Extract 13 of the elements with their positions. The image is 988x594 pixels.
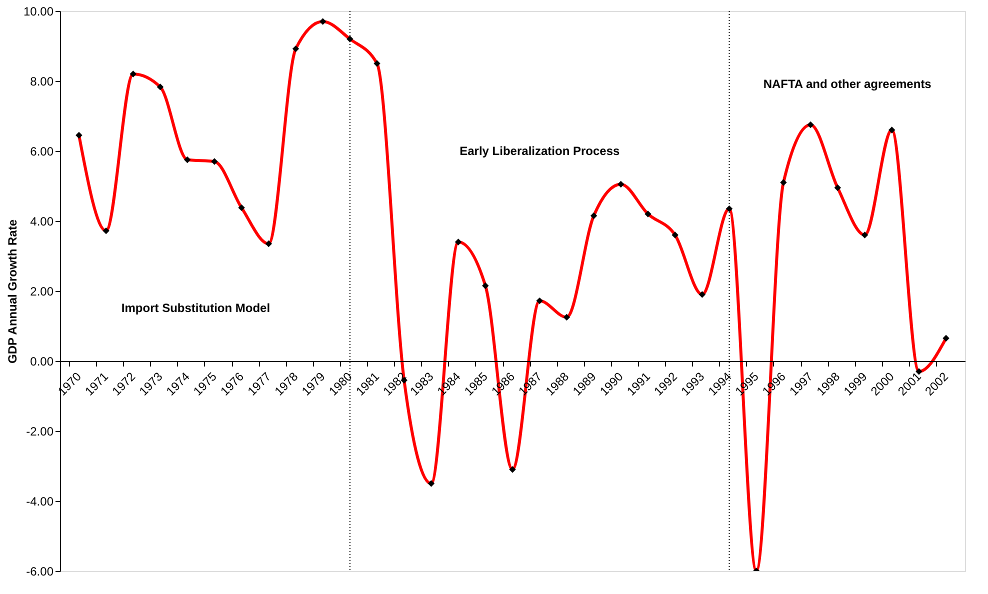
y-tick-label: 2.00 <box>30 284 54 298</box>
y-tick-label: 4.00 <box>30 214 54 228</box>
annotation: Early Liberalization Process <box>460 144 620 158</box>
y-tick-label: 0.00 <box>30 354 54 368</box>
y-tick-label: 8.00 <box>30 74 54 88</box>
annotation: Import Substitution Model <box>121 300 270 315</box>
y-tick-label: -2.00 <box>26 424 54 438</box>
y-tick-label: 10.00 <box>23 4 54 18</box>
y-tick-label: -6.00 <box>26 564 54 578</box>
annotation: NAFTA and other agreements <box>763 76 932 91</box>
y-tick-label: -4.00 <box>26 494 54 508</box>
y-axis-title: GDP Annual Growth Rate <box>5 219 20 364</box>
y-tick-label: 6.00 <box>30 144 54 158</box>
